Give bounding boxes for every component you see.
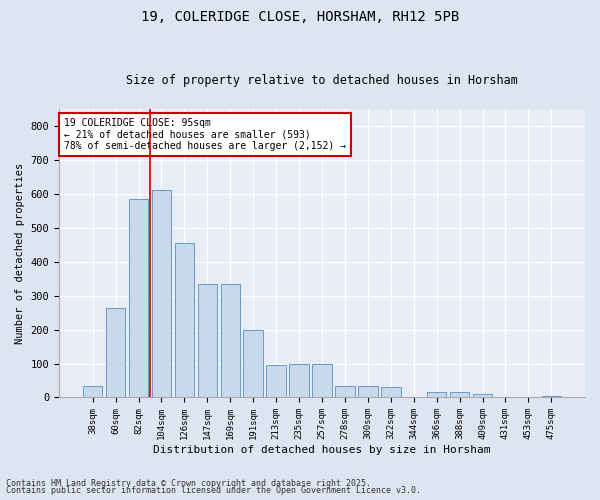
- X-axis label: Distribution of detached houses by size in Horsham: Distribution of detached houses by size …: [153, 445, 491, 455]
- Bar: [221, 284, 240, 398]
- Title: Size of property relative to detached houses in Horsham: Size of property relative to detached ho…: [126, 74, 518, 87]
- Bar: [106, 308, 125, 398]
- Bar: [450, 392, 469, 398]
- Bar: [358, 386, 377, 398]
- Bar: [129, 199, 148, 398]
- Bar: [152, 190, 171, 398]
- Bar: [266, 365, 286, 398]
- Text: Contains HM Land Registry data © Crown copyright and database right 2025.: Contains HM Land Registry data © Crown c…: [6, 478, 371, 488]
- Bar: [427, 392, 446, 398]
- Bar: [244, 330, 263, 398]
- Bar: [381, 388, 401, 398]
- Bar: [312, 364, 332, 398]
- Bar: [473, 394, 492, 398]
- Bar: [197, 284, 217, 398]
- Bar: [518, 397, 538, 398]
- Y-axis label: Number of detached properties: Number of detached properties: [15, 162, 25, 344]
- Text: Contains public sector information licensed under the Open Government Licence v3: Contains public sector information licen…: [6, 486, 421, 495]
- Bar: [335, 386, 355, 398]
- Text: 19 COLERIDGE CLOSE: 95sqm
← 21% of detached houses are smaller (593)
78% of semi: 19 COLERIDGE CLOSE: 95sqm ← 21% of detac…: [64, 118, 346, 151]
- Bar: [83, 386, 103, 398]
- Bar: [542, 396, 561, 398]
- Bar: [175, 243, 194, 398]
- Text: 19, COLERIDGE CLOSE, HORSHAM, RH12 5PB: 19, COLERIDGE CLOSE, HORSHAM, RH12 5PB: [141, 10, 459, 24]
- Bar: [289, 364, 309, 398]
